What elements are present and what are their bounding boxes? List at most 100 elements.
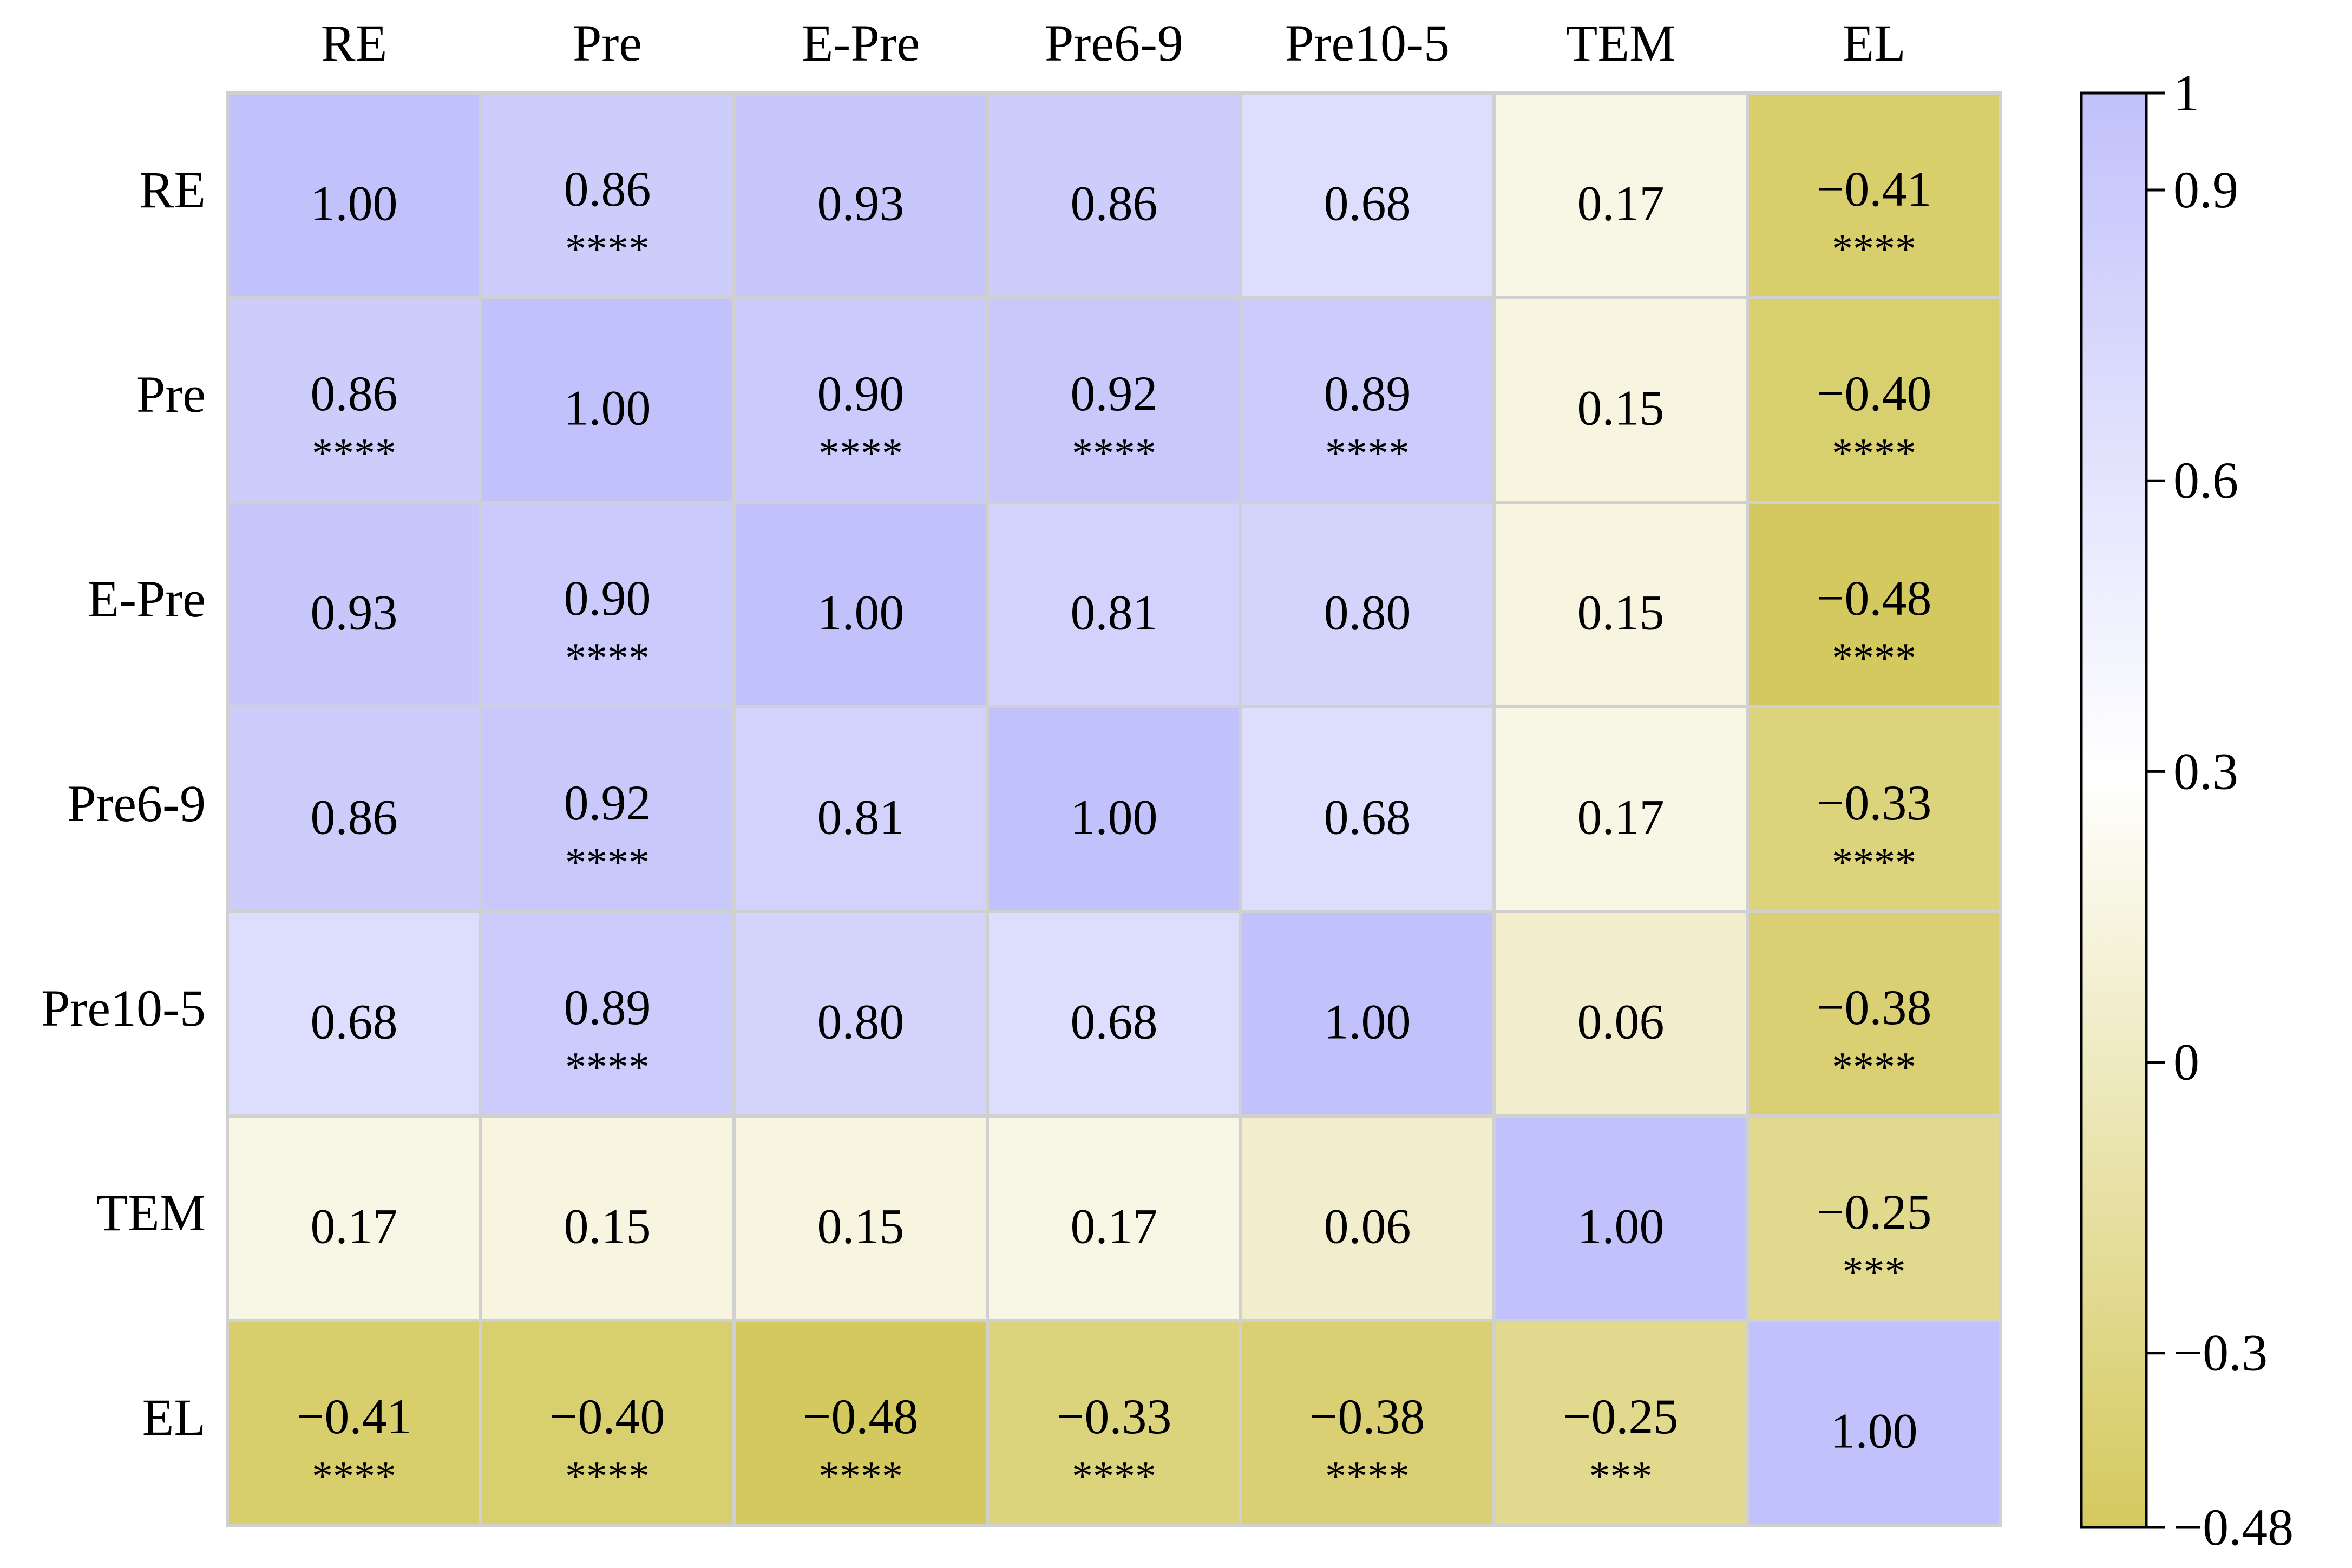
cell-value-label: 0.93 (311, 585, 398, 640)
cell-value-label: 0.80 (1324, 585, 1411, 640)
column-header: TEM (1566, 14, 1676, 72)
cell-significance-label: *** (1843, 1248, 1906, 1295)
cell-value-label: −0.25 (1563, 1389, 1679, 1444)
row-header: Pre10-5 (41, 979, 206, 1037)
cell-significance-label: **** (565, 839, 650, 886)
cell-value-label: 0.86 (564, 161, 651, 216)
heatmap-cell (1492, 501, 1749, 708)
heatmap-labels: 1.00 0.86 **** 0.93 0.86 0.68 0.17 −0.41 **** 0.8… (41, 14, 1931, 1500)
heatmap-cell (1492, 91, 1749, 299)
cell-value-label: 0.17 (1577, 175, 1665, 231)
heatmap-cell (479, 91, 736, 299)
column-header: Pre10-5 (1285, 14, 1450, 72)
cell-value-label: 0.80 (817, 994, 905, 1049)
cell-significance-label: **** (1832, 225, 1916, 272)
cell-value-label: 1.00 (1324, 994, 1411, 1049)
cell-value-label: 0.89 (1324, 366, 1411, 421)
cell-value-label: 0.15 (564, 1198, 651, 1254)
cell-value-label: −0.48 (1817, 570, 1932, 626)
cell-value-label: 0.81 (817, 789, 905, 844)
heatmap-cell (1746, 501, 2002, 708)
cell-significance-label: **** (1832, 430, 1916, 477)
heatmap-cell (986, 1114, 1242, 1322)
colorbar-tick-label: −0.48 (2173, 1498, 2294, 1556)
heatmap-cell (986, 705, 1242, 913)
cell-value-label: 0.17 (1577, 789, 1665, 844)
row-header: TEM (96, 1184, 206, 1242)
cell-significance-label: **** (565, 1453, 650, 1500)
row-header: RE (139, 161, 206, 219)
heatmap-cell (732, 1319, 989, 1527)
cell-significance-label: **** (565, 225, 650, 272)
heatmap-cell (1746, 910, 2002, 1118)
heatmap-cell (226, 1114, 482, 1322)
cell-value-label: 0.92 (564, 775, 651, 830)
heatmap-cell (1239, 1319, 1496, 1527)
heatmap-cell (732, 910, 989, 1118)
cell-significance-label: **** (1072, 1453, 1156, 1500)
cell-value-label: 0.15 (1577, 585, 1665, 640)
cell-value-label: 1.00 (817, 585, 905, 640)
colorbar-gradient (2080, 91, 2148, 1529)
cell-value-label: 0.68 (1071, 994, 1158, 1049)
cell-value-label: 0.06 (1324, 1198, 1411, 1254)
cell-significance-label: **** (1832, 1044, 1916, 1091)
cell-significance-label: **** (1325, 430, 1410, 477)
heatmap-cell (226, 705, 482, 913)
colorbar-tick-label: 0.9 (2173, 161, 2238, 219)
row-header: E-Pre (87, 570, 206, 628)
colorbar-tick-label: −0.3 (2173, 1324, 2268, 1382)
colorbar-tick-label: 1 (2173, 64, 2199, 122)
heatmap-cell (732, 91, 989, 299)
cell-significance-label: **** (1072, 430, 1156, 477)
cell-value-label: −0.41 (1817, 161, 1932, 216)
cell-significance-label: **** (1325, 1453, 1410, 1500)
cell-significance-label: **** (818, 430, 903, 477)
cell-significance-label: **** (1832, 634, 1916, 681)
heatmap-cell (1746, 1114, 2002, 1322)
cell-value-label: 0.17 (311, 1198, 398, 1254)
cell-value-label: 0.86 (311, 789, 398, 844)
cell-significance-label: *** (1589, 1453, 1653, 1500)
cell-value-label: −0.38 (1817, 980, 1932, 1035)
cell-value-label: 1.00 (1577, 1198, 1665, 1254)
colorbar-tick-label: 0.3 (2173, 742, 2238, 800)
cell-value-label: −0.33 (1057, 1389, 1172, 1444)
cell-significance-label: **** (1832, 839, 1916, 886)
heatmap-cell (1746, 705, 2002, 913)
colorbar: 1 0.9 0.6 0.3 0 −0.3 −0.48 (2080, 64, 2294, 1556)
heatmap-cell (732, 501, 989, 708)
cell-significance-label: **** (565, 1044, 650, 1091)
heatmap-cell (732, 296, 989, 504)
heatmap-cell (986, 1319, 1242, 1527)
cell-value-label: 0.86 (1071, 175, 1158, 231)
cell-value-label: 0.90 (564, 570, 651, 626)
heatmap-cell (1492, 1319, 1749, 1527)
heatmap-cell (1746, 296, 2002, 504)
column-header: Pre6-9 (1045, 14, 1183, 72)
heatmap-cell (226, 296, 482, 504)
cell-value-label: 0.86 (311, 366, 398, 421)
heatmap-cell (479, 501, 736, 708)
colorbar-tick-label: 0 (2173, 1033, 2199, 1091)
cell-value-label: 0.68 (311, 994, 398, 1049)
heatmap-cell (479, 1114, 736, 1322)
cell-value-label: −0.40 (1817, 366, 1932, 421)
heatmap-cell (986, 501, 1242, 708)
column-header: EL (1842, 14, 1905, 72)
cell-value-label: 0.92 (1071, 366, 1158, 421)
cell-value-label: 1.00 (311, 175, 398, 231)
heatmap-cell (479, 705, 736, 913)
cell-significance-label: **** (818, 1453, 903, 1500)
cell-significance-label: **** (565, 634, 650, 681)
cell-value-label: −0.25 (1817, 1184, 1932, 1239)
cell-value-label: −0.40 (550, 1389, 665, 1444)
heatmap-cell (1492, 705, 1749, 913)
column-header: E-Pre (802, 14, 920, 72)
row-header: Pre (136, 365, 206, 423)
row-header: EL (142, 1388, 206, 1446)
cell-value-label: 1.00 (564, 380, 651, 435)
heatmap-cell (986, 91, 1242, 299)
heatmap-cell (1239, 1114, 1496, 1322)
